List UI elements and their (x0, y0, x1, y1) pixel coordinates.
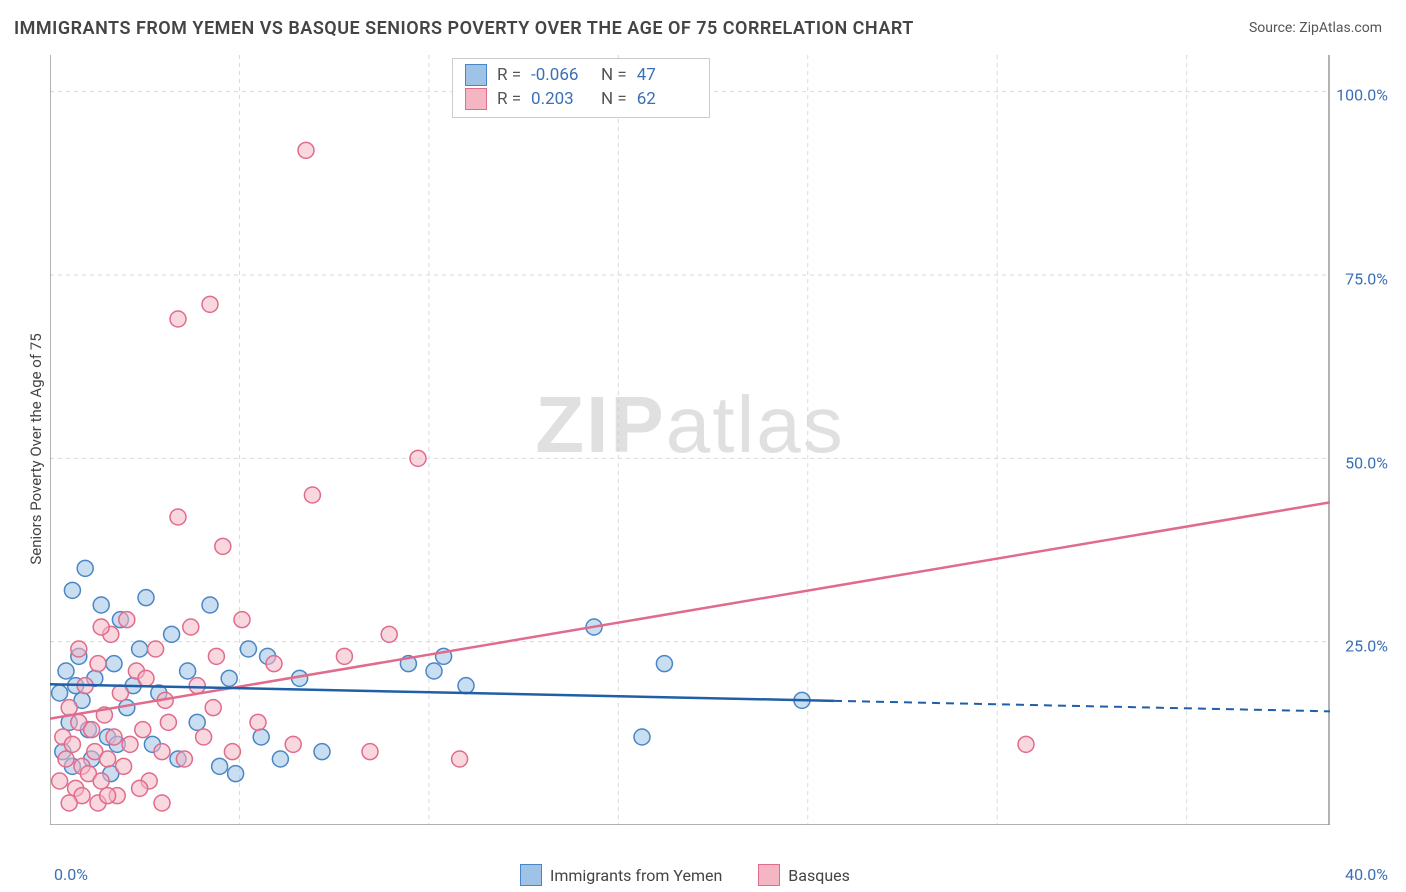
source-label: Source: (1249, 20, 1299, 36)
x-tick-0: 0.0% (54, 865, 88, 884)
stats-n-value-2: 62 (637, 89, 697, 109)
stats-row-1: R = -0.066 N = 47 (465, 63, 697, 87)
legend-label-2: Basques (788, 866, 850, 885)
y-tick-75: 75.0% (1345, 270, 1388, 289)
chart-title: IMMIGRANTS FROM YEMEN VS BASQUE SENIORS … (14, 18, 914, 39)
source-attribution: Source: ZipAtlas.com (1249, 20, 1382, 36)
stats-r-value-1: -0.066 (531, 65, 591, 85)
legend-swatch-1 (520, 864, 542, 886)
x-tick-40: 40.0% (1345, 865, 1388, 884)
stats-n-value-1: 47 (637, 65, 697, 85)
source-value: ZipAtlas.com (1299, 20, 1382, 36)
stats-n-label-1: N = (601, 65, 627, 85)
legend-item-1: Immigrants from Yemen (520, 864, 722, 886)
y-tick-25: 25.0% (1345, 637, 1388, 656)
stats-n-label-2: N = (601, 89, 627, 109)
y-tick-100: 100.0% (1336, 86, 1388, 105)
y-axis-label-wrap: Seniors Poverty Over the Age of 75 (16, 0, 46, 892)
stats-r-label-1: R = (497, 65, 521, 85)
plot-svg (50, 55, 1330, 825)
y-axis-label: Seniors Poverty Over the Age of 75 (27, 319, 45, 579)
bottom-legend: Immigrants from Yemen Basques (520, 864, 850, 886)
legend-label-1: Immigrants from Yemen (550, 866, 722, 885)
plot-area: ZIPatlas (50, 55, 1330, 825)
swatch-series-1 (465, 64, 487, 86)
chart-container: IMMIGRANTS FROM YEMEN VS BASQUE SENIORS … (0, 0, 1406, 892)
y-tick-50: 50.0% (1345, 454, 1388, 473)
stats-row-2: R = 0.203 N = 62 (465, 87, 697, 111)
swatch-series-2 (465, 88, 487, 110)
stats-legend: R = -0.066 N = 47 R = 0.203 N = 62 (452, 58, 710, 118)
stats-r-value-2: 0.203 (531, 89, 591, 109)
stats-r-label-2: R = (497, 89, 521, 109)
legend-swatch-2 (758, 864, 780, 886)
legend-item-2: Basques (758, 864, 850, 886)
